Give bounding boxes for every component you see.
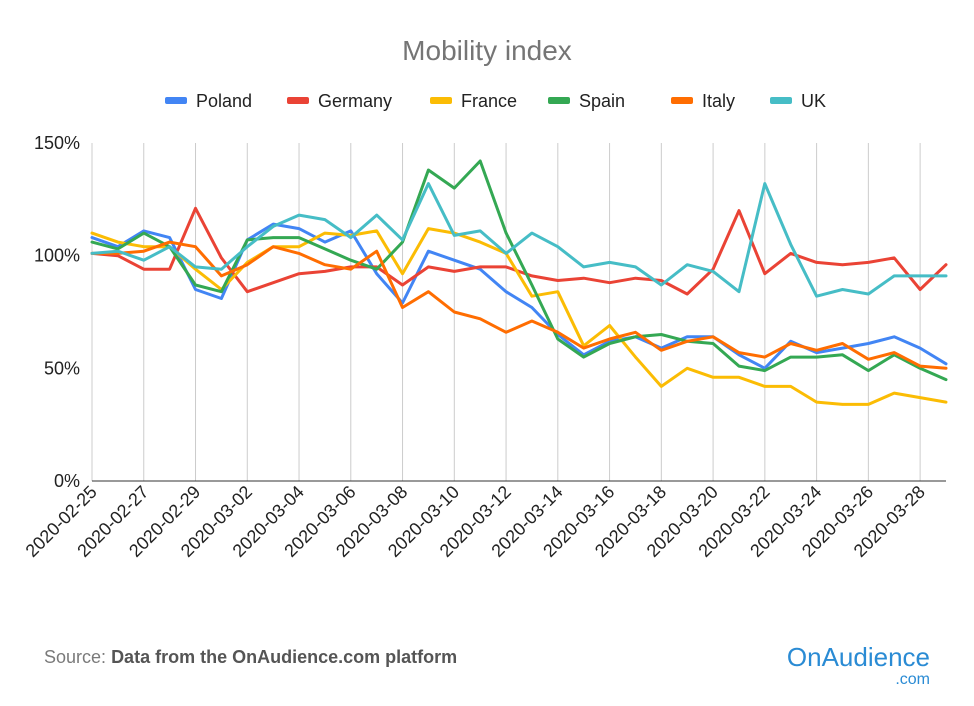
- y-tick-label: 100%: [34, 246, 80, 266]
- source-note: Source: Data from the OnAudience.com pla…: [44, 647, 457, 668]
- legend-label: Germany: [318, 91, 392, 111]
- legend-swatch: [165, 97, 187, 104]
- grid-lines: [91, 143, 946, 482]
- legend-swatch: [770, 97, 792, 104]
- source-text: Data from the OnAudience.com platform: [111, 647, 458, 667]
- y-axis-ticks: 0% 50% 100% 150%: [34, 133, 80, 491]
- legend-item-uk: UK: [770, 91, 826, 111]
- legend-item-spain: Spain: [548, 91, 625, 111]
- series-line-france: [90, 227, 948, 406]
- legend-swatch: [287, 97, 309, 104]
- legend-label: Spain: [579, 91, 625, 111]
- mobility-line-chart: Mobility index Poland Germany France Spain I…: [22, 35, 948, 561]
- y-tick-label: 0%: [54, 471, 80, 491]
- y-tick-label: 50%: [44, 358, 80, 378]
- series-line-germany: [90, 206, 948, 296]
- legend-label: Poland: [196, 91, 252, 111]
- legend-item-france: France: [430, 91, 517, 111]
- series-lines: [90, 159, 948, 406]
- legend-label: Italy: [702, 91, 735, 111]
- brand-name: OnAudience: [786, 642, 930, 672]
- series-line-italy: [90, 240, 948, 370]
- legend-swatch: [548, 97, 570, 104]
- legend-item-germany: Germany: [287, 91, 392, 111]
- legend-label: France: [461, 91, 517, 111]
- legend-swatch: [430, 97, 452, 104]
- legend-item-italy: Italy: [671, 91, 735, 111]
- legend: Poland Germany France Spain Italy UK: [165, 91, 826, 111]
- legend-item-poland: Poland: [165, 91, 252, 111]
- brand-logo: OnAudience .com: [787, 644, 930, 688]
- source-label: Source:: [44, 647, 107, 667]
- brand-domain: .com: [895, 671, 930, 688]
- series-line-uk: [90, 182, 948, 298]
- legend-swatch: [671, 97, 693, 104]
- series-line-spain: [90, 159, 948, 382]
- legend-label: UK: [801, 91, 826, 111]
- chart-title: Mobility index: [402, 35, 572, 66]
- x-axis-ticks: 2020-02-252020-02-272020-02-292020-03-02…: [22, 482, 929, 561]
- y-tick-label: 150%: [34, 133, 80, 153]
